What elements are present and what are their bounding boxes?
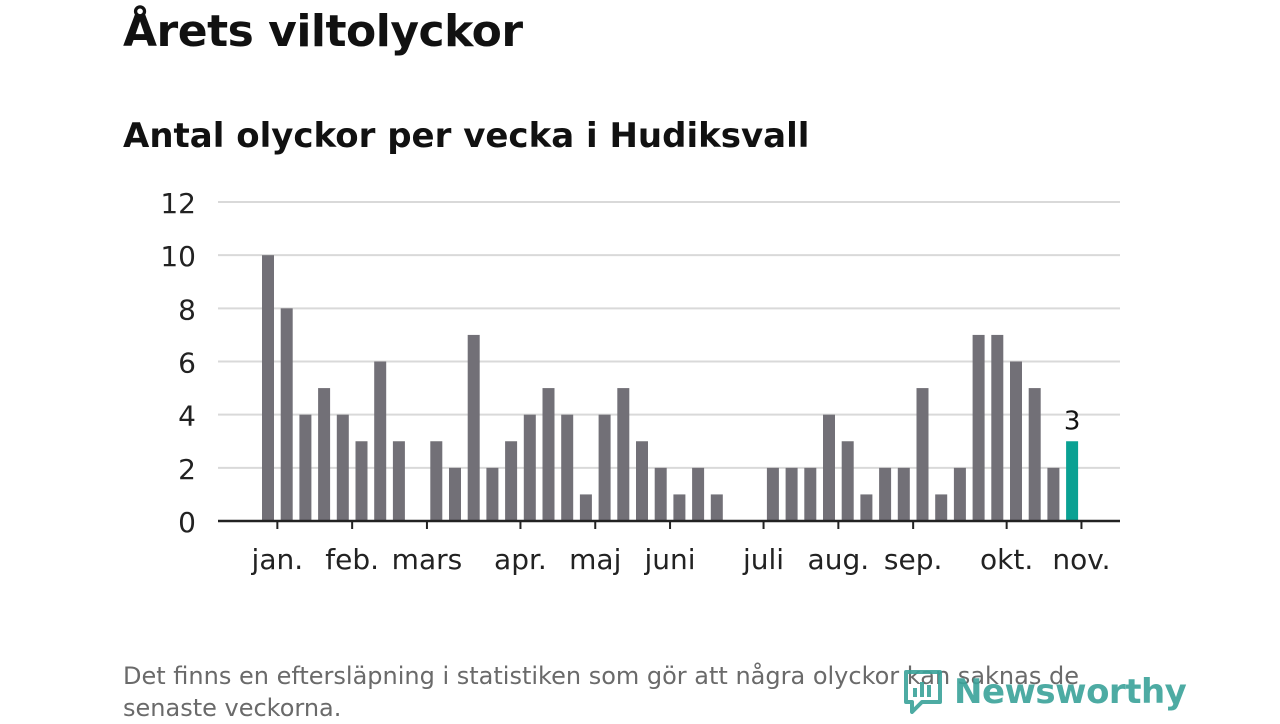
x-tick-label-okt.: okt. <box>980 543 1033 576</box>
y-tick-label-0: 0 <box>178 506 196 539</box>
y-tick-label-6: 6 <box>178 347 196 380</box>
bar-week-25 <box>710 494 723 521</box>
bar-week-12 <box>467 334 480 521</box>
annotations: 3 <box>1064 406 1081 436</box>
chart-title: Årets viltolyckor <box>123 6 523 57</box>
y-tick-label-10: 10 <box>160 240 196 273</box>
bar-week-3 <box>299 414 312 521</box>
bar-chart: 0 2 4 6 8 10 12 jan. feb. mars apr. maj juni juli aug… <box>160 187 1120 576</box>
x-tick-label-mars: mars <box>392 543 463 576</box>
bar-week-42 <box>1028 388 1041 521</box>
bar-week-13 <box>486 467 499 521</box>
bar-week-4 <box>318 388 331 521</box>
bar-week-36 <box>916 388 929 521</box>
newsworthy-logo: Newsworthy <box>902 668 1187 716</box>
bar-week-19 <box>598 414 611 521</box>
bar-week-39 <box>972 334 985 521</box>
bars <box>262 255 1079 521</box>
bar-week-7 <box>374 361 387 521</box>
chart-subtitle: Antal olyckor per vecka i Hudiksvall <box>123 116 810 156</box>
bar-week-38 <box>953 467 966 521</box>
bar-week-32 <box>841 441 854 521</box>
bar-week-30 <box>804 467 817 521</box>
bar-week-8 <box>392 441 405 521</box>
x-tick-label-sep.: sep. <box>884 543 943 576</box>
x-tick-label-juli: juli <box>742 543 784 576</box>
y-tick-label-2: 2 <box>178 453 196 486</box>
bar-week-16 <box>542 388 555 521</box>
x-tick-label-jan.: jan. <box>251 543 304 576</box>
y-tick-label-8: 8 <box>178 293 196 326</box>
bar-week-35 <box>897 467 910 521</box>
y-tick-label-4: 4 <box>178 400 196 433</box>
x-axis-labels: jan. feb. mars apr. maj juni juli aug. sep. okt. n… <box>251 543 1111 576</box>
bar-week-1 <box>262 255 274 521</box>
bar-week-5 <box>336 414 349 521</box>
y-axis-ticks: 0 2 4 6 8 10 12 <box>160 187 196 539</box>
x-tick-label-juni: juni <box>644 543 696 576</box>
bar-week-2 <box>280 308 293 521</box>
bar-week-18 <box>579 494 592 521</box>
bar-week-43 <box>1047 467 1060 521</box>
y-tick-label-12: 12 <box>160 187 196 220</box>
bar-week-33 <box>860 494 873 521</box>
bar-week-23 <box>673 494 686 521</box>
bar-week-24 <box>692 467 705 521</box>
bar-week-10 <box>430 441 443 521</box>
bar-week-17 <box>561 414 574 521</box>
x-tick-label-nov.: nov. <box>1052 543 1110 576</box>
bar-week-14 <box>505 441 518 521</box>
bar-week-15 <box>523 414 536 521</box>
bar-week-37 <box>935 494 948 521</box>
bar-week-6 <box>355 441 368 521</box>
data-label-highlight: 3 <box>1064 406 1081 436</box>
bar-week-44 <box>1066 441 1079 521</box>
bar-week-20 <box>617 388 630 521</box>
bar-week-29 <box>785 467 798 521</box>
gridlines <box>218 201 1120 469</box>
newsworthy-logo-text: Newsworthy <box>954 672 1187 712</box>
bar-week-21 <box>636 441 648 521</box>
bar-week-22 <box>654 467 667 521</box>
x-tick-label-feb.: feb. <box>325 543 379 576</box>
bar-week-11 <box>449 467 461 521</box>
footnote: Det finns en eftersläpning i statistiken… <box>123 662 1079 722</box>
bar-week-41 <box>1010 361 1022 521</box>
x-axis <box>218 519 1120 529</box>
newsworthy-logo-icon <box>904 670 942 714</box>
x-tick-label-aug.: aug. <box>808 543 870 576</box>
bar-week-34 <box>879 467 892 521</box>
x-tick-label-apr.: apr. <box>494 543 547 576</box>
x-tick-label-maj: maj <box>569 543 621 576</box>
bar-week-40 <box>991 334 1004 521</box>
bar-week-31 <box>823 414 835 521</box>
bar-week-28 <box>766 467 779 521</box>
